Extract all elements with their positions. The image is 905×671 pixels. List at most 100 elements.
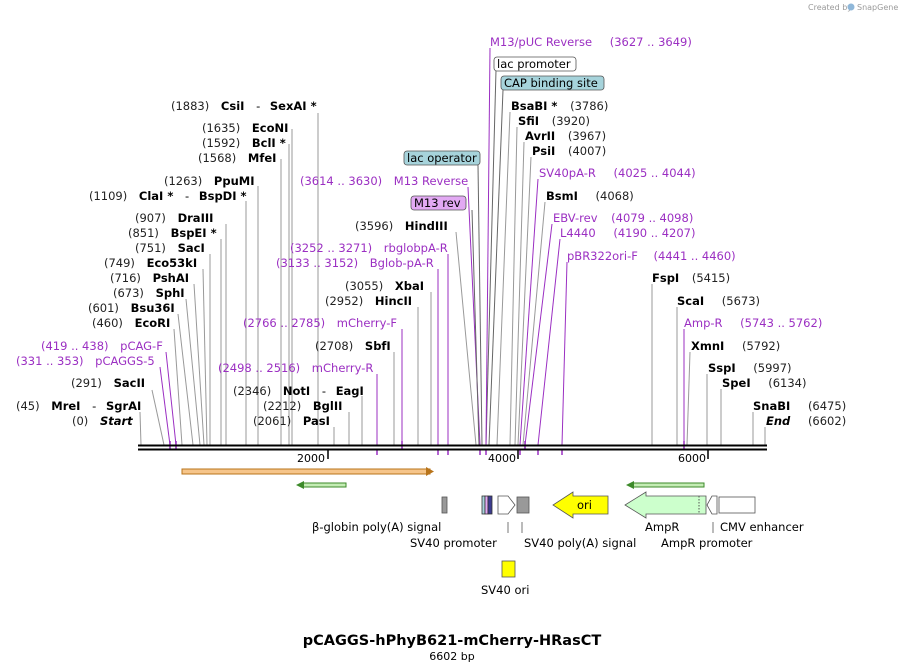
label-pasi[interactable]: (2061) PasI [253,414,330,428]
label-bglob-pa-r[interactable]: (3133 .. 3152) Bglob-pA-R [276,256,434,270]
feature-label-ampr: AmpR [645,520,679,534]
label-ppumi[interactable]: (1263) PpuMI [164,174,254,188]
label-mrei[interactable]: (45) MreI - SgrAI [16,399,141,413]
leader-bsabi [496,111,511,446]
label-sspi[interactable]: SspI (5997) [708,361,792,375]
label-pcag-f[interactable]: (419 .. 438) pCAG-F [41,339,163,353]
label-mfei-pos: (1568) [198,151,236,165]
label-sgrai-name: SgrAI [106,399,141,413]
label-mcherry-r-range: (2498 .. 2516) [218,361,300,375]
label-pshai-name: PshAI [153,271,189,285]
label-sphi[interactable]: (673) SphI [113,286,185,300]
label-psii-name: PsiI [532,144,555,158]
label-bspei[interactable]: (851) BspEI * [128,226,217,240]
label-bsmi[interactable]: BsmI (4068) [546,189,634,203]
label-start: (0) Start [72,414,133,428]
label-sbfi[interactable]: (2708) SbfI [315,339,391,353]
feature-beta-globin-polya-box[interactable] [441,496,448,514]
label-fspi[interactable]: FspI (5415) [652,271,730,285]
feature-m13-box[interactable] [484,495,489,515]
label-clai[interactable]: (1109) ClaI * - BspDI * [89,189,247,203]
label-sfii[interactable]: SfiI (3920) [518,114,590,128]
label-ppumi-pos: (1263) [164,174,202,188]
map-length: 6602 bp [429,650,474,663]
label-snabi[interactable]: SnaBI (6475) [753,399,846,413]
feature-ori-arrow[interactable] [552,491,609,519]
feature-sv40-polya-box[interactable] [516,496,530,514]
label-pbr322ori-f[interactable]: pBR322ori-F (4441 .. 4460) [567,249,736,263]
label-ecori[interactable]: (460) EcoRI [92,316,170,330]
orf-ampr-bar[interactable] [631,482,705,488]
leader-lac-operator [477,164,483,446]
label-spei[interactable]: SpeI (6134) [722,376,807,390]
feature-ampr-promoter-arrow[interactable] [706,495,718,515]
label-mcherry-r[interactable]: (2498 .. 2516) mCherry-R [218,361,373,375]
label-xmni-name: XmnI [691,339,724,353]
label-lac-operator[interactable]: lac operator [407,151,477,165]
feature-sv40-promoter-arrow[interactable] [497,495,516,515]
right-labels: M13/pUC Reverse (3627 .. 3649) BsaBI * (… [490,35,846,428]
label-sexai-name: SexAI * [270,99,317,113]
label-pshai[interactable]: (716) PshAI [110,271,189,285]
label-xmni[interactable]: XmnI (5792) [691,339,780,353]
label-hindiii[interactable]: (3596) HindIII [355,219,448,233]
label-bglii[interactable]: (2212) BglII [263,399,342,413]
orf-mcherry-arrowhead-icon [296,481,304,489]
cap-site-box [500,75,605,91]
label-fspi-pos: (5415) [692,271,730,285]
label-cap-binding-site[interactable]: CAP binding site [504,76,598,90]
label-noti[interactable]: (2346) NotI - EagI [233,384,364,398]
label-ebv-rev[interactable]: EBV-rev (4079 .. 4098) [553,211,693,225]
label-spei-pos: (6134) [768,376,806,390]
feature-ori-label: ori [577,498,592,512]
label-rbglobpa-r[interactable]: (3252 .. 3271) rbglobpA-R [290,241,448,255]
label-econi[interactable]: (1635) EcoNI [202,121,288,135]
label-bsu36i[interactable]: (601) Bsu36I [88,301,175,315]
feature-orf-box[interactable] [487,495,493,515]
feature-sv40-ori-box[interactable] [501,560,516,578]
label-pasi-pos: (2061) [253,414,291,428]
label-l4440[interactable]: L4440 (4190 .. 4207) [560,226,695,240]
map-title: pCAGGS-hPhyB621-mCherry-HRasCT [303,633,602,649]
label-lac-promoter[interactable]: lac promoter [497,57,571,71]
orf-mcherry-bar[interactable] [301,482,347,488]
orf-hphyb-bar[interactable] [181,468,431,475]
label-amp-r-name: Amp-R [684,316,723,330]
label-econi-name: EcoNI [252,121,288,135]
feature-lac-box[interactable] [481,495,486,515]
label-m13-rev[interactable]: M13 rev [414,196,461,210]
label-bcli[interactable]: (1592) BclI * [202,136,286,150]
label-pcaggs-5[interactable]: (331 .. 353) pCAGGS-5 [16,354,155,368]
label-scai[interactable]: ScaI (5673) [677,294,760,308]
label-pshai-pos: (716) [110,271,141,285]
label-bspei-name: BspEI * [171,226,217,240]
label-amp-r[interactable]: Amp-R (5743 .. 5762) [684,316,822,330]
label-mcherry-f[interactable]: (2766 .. 2785) mCherry-F [243,316,397,330]
label-avrii[interactable]: AvrII (3967) [525,129,606,143]
tick-label-6000: 6000 [678,452,706,465]
feature-cmv-enhancer-box[interactable] [718,496,756,514]
label-sbfi-name: SbfI [365,339,391,353]
label-start-name: Start [100,414,133,428]
label-sspi-name: SspI [708,361,736,375]
label-bsabi[interactable]: BsaBI * (3786) [511,99,608,113]
label-sv40pa-r[interactable]: SV40pA-R (4025 .. 4044) [539,166,696,180]
map-title-block: pCAGGS-hPhyB621-mCherry-HRasCT 6602 bp [303,633,602,663]
label-mfei-name: MfeI [248,151,277,165]
label-saci[interactable]: (751) SacI [135,241,205,255]
feature-ampr-arrow[interactable] [624,491,707,519]
label-draiii[interactable]: (907) DraIII [135,211,213,225]
label-m13puc-reverse[interactable]: M13/pUC Reverse (3627 .. 3649) [490,35,692,49]
label-m13-reverse[interactable]: (3614 .. 3630) M13 Reverse [300,174,468,188]
label-psii[interactable]: PsiI (4007) [532,144,606,158]
label-sacii[interactable]: (291) SacII [71,376,145,390]
label-sv40pa-r-name: SV40pA-R [539,166,596,180]
label-mfei[interactable]: (1568) MfeI [198,151,276,165]
label-sspi-pos: (5997) [753,361,791,375]
label-mcherry-f-range: (2766 .. 2785) [243,316,325,330]
label-eco53ki[interactable]: (749) Eco53kI [104,256,197,270]
label-xbai[interactable]: (3055) XbaI [345,279,424,293]
label-csii[interactable]: (1883) CsiI - SexAI * [171,99,317,113]
label-hincii[interactable]: (2952) HincII [325,294,412,308]
